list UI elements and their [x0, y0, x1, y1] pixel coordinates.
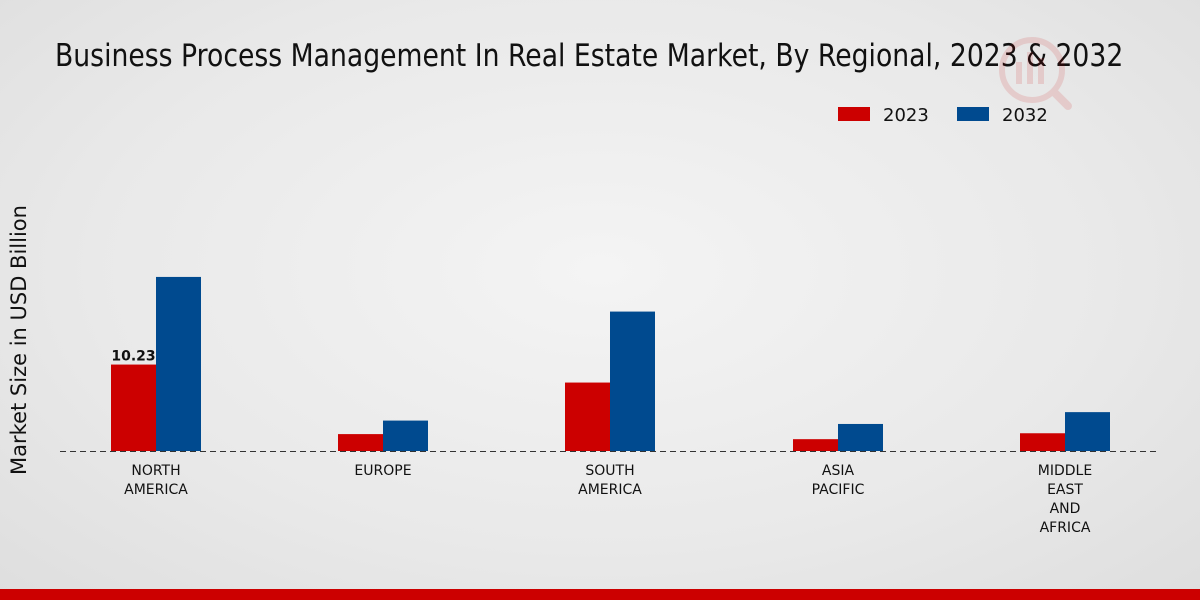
- y-axis-label: Market Size in USD Billion: [7, 205, 31, 475]
- bar-2032-4: [1065, 412, 1110, 451]
- data-labels: 10.23: [111, 349, 155, 365]
- bar-2032-3: [838, 423, 883, 451]
- bar-2032-2: [610, 311, 655, 451]
- bar-2023-4: [1020, 433, 1065, 451]
- legend-swatch-2032: [957, 107, 989, 121]
- bar-2023-3: [793, 439, 838, 451]
- chart-title: Business Process Management In Real Esta…: [55, 38, 1124, 74]
- x-tick-label-3: ASIA PACIFIC: [812, 463, 865, 498]
- legend-swatch-2023: [838, 107, 870, 121]
- x-tick-label-4: MIDDLE EAST AND AFRICA: [1038, 463, 1092, 536]
- bar-2023-1: [338, 434, 383, 451]
- x-tick-labels: NORTH AMERICA EUROPE SOUTH AMERICA ASIA PACIFI…: [124, 463, 1092, 536]
- x-tick-label-1: EUROPE: [354, 463, 411, 479]
- legend-label-2023: 2023: [883, 105, 929, 126]
- bars: [111, 276, 1110, 451]
- x-tick-label-0: NORTH AMERICA: [124, 463, 188, 498]
- bar-2023-2: [565, 382, 610, 451]
- legend: 2023 2032: [838, 105, 1048, 126]
- bar-2023-0: [111, 364, 156, 451]
- bar-2032-0: [156, 276, 201, 451]
- x-tick-label-2: SOUTH AMERICA: [578, 463, 642, 498]
- bar-2032-1: [383, 420, 428, 451]
- legend-label-2032: 2032: [1002, 105, 1048, 126]
- watermark-logo-icon: [999, 37, 1072, 110]
- data-label-0: 10.23: [111, 349, 155, 365]
- footer-accent-bar: [0, 589, 1200, 600]
